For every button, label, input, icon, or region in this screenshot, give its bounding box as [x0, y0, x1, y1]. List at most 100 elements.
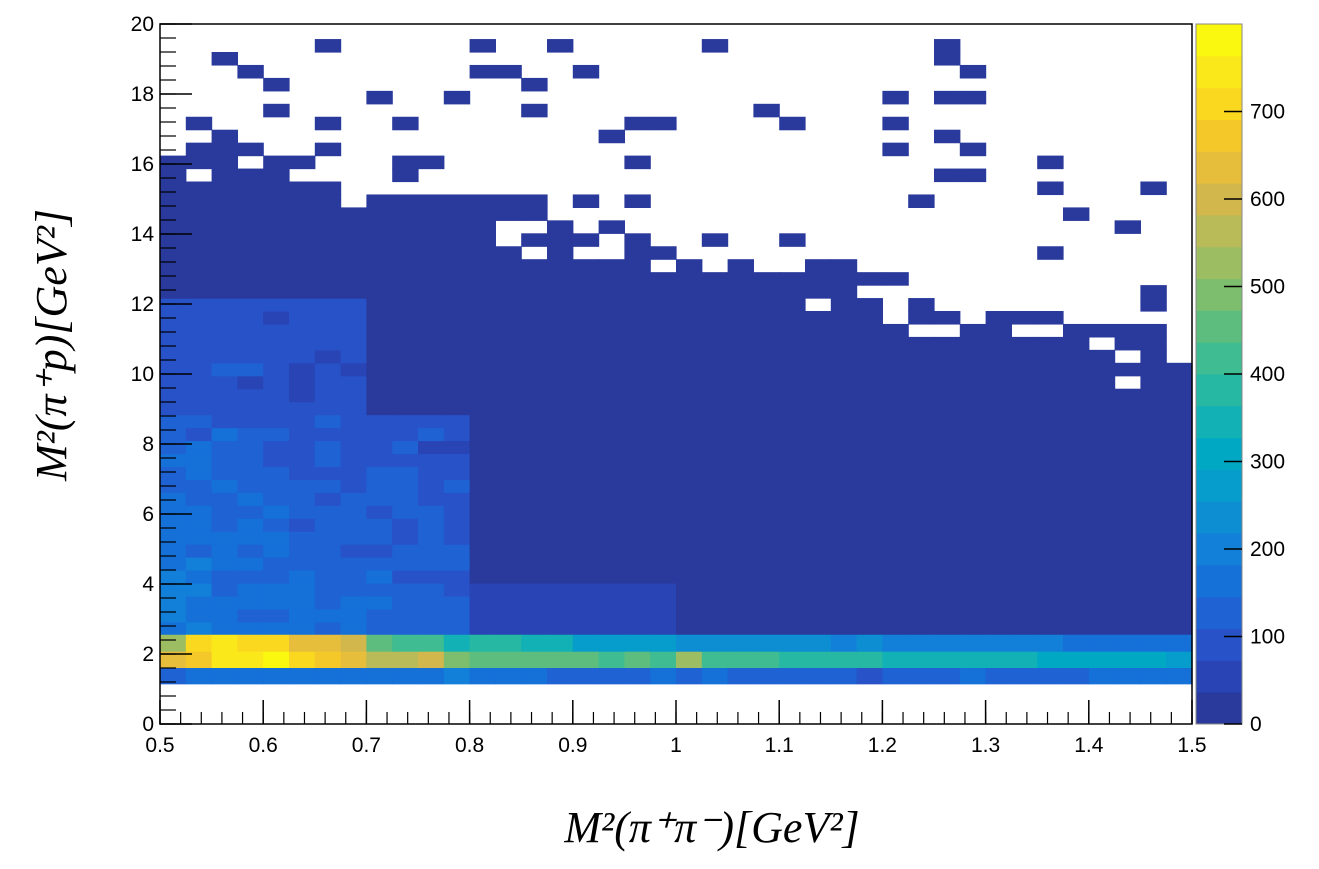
heatmap-cell — [237, 142, 264, 157]
heatmap-cell — [1063, 453, 1090, 467]
heatmap-cell — [908, 557, 935, 571]
heatmap-cell — [521, 492, 548, 506]
heatmap-cell — [366, 531, 393, 545]
heatmap-cell — [701, 272, 729, 286]
heatmap-cell — [289, 531, 316, 545]
heatmap-cell — [418, 220, 445, 234]
heatmap-cell — [753, 595, 780, 610]
heatmap-cell — [418, 336, 445, 351]
heatmap-cell — [469, 272, 496, 286]
heatmap-cell — [830, 570, 858, 584]
heatmap-cell — [366, 388, 393, 403]
heatmap-cell — [366, 466, 393, 480]
heatmap-cell — [1063, 401, 1090, 416]
heatmap-cell — [392, 285, 419, 299]
heatmap-cell — [263, 414, 290, 429]
heatmap-cell — [1011, 336, 1038, 351]
heatmap-cell — [1114, 621, 1141, 636]
heatmap-band-cell — [934, 651, 961, 669]
heatmap-cell — [366, 544, 393, 558]
heatmap-cell — [650, 518, 677, 532]
heatmap-cell — [289, 375, 316, 390]
heatmap-cell — [418, 453, 445, 467]
heatmap-cell — [1140, 557, 1167, 571]
heatmap-cell — [237, 608, 264, 623]
heatmap-cell — [237, 64, 264, 79]
heatmap-band-cell — [1063, 634, 1090, 652]
heatmap-cell — [856, 375, 883, 390]
heatmap-cell — [547, 388, 574, 403]
heatmap-cell — [443, 414, 471, 429]
heatmap-cell — [521, 77, 548, 92]
heatmap-cell — [882, 401, 909, 416]
heatmap-cell — [727, 311, 754, 325]
heatmap-cell — [624, 401, 651, 416]
heatmap-cell — [521, 608, 548, 623]
heatmap-cell — [727, 492, 754, 506]
heatmap-cell — [263, 194, 290, 208]
heatmap-cell — [959, 168, 987, 183]
heatmap-cell — [340, 544, 367, 558]
heatmap-cell — [1166, 531, 1193, 545]
heatmap-cell — [856, 362, 883, 377]
heatmap-band-cell — [1166, 651, 1193, 669]
heatmap-cell — [1166, 401, 1193, 416]
heatmap-cell — [908, 388, 935, 403]
heatmap-cell — [211, 259, 238, 273]
heatmap-cell — [830, 621, 858, 636]
heatmap-band-cell — [676, 667, 703, 685]
heatmap-cell — [392, 595, 419, 610]
heatmap-cell — [392, 362, 419, 377]
heatmap-cell — [211, 388, 238, 403]
colorbar-swatch — [1196, 55, 1242, 89]
heatmap-cell — [908, 479, 935, 493]
heatmap-cell — [211, 233, 238, 247]
heatmap-cell — [263, 233, 290, 247]
y-tick-label: 2 — [142, 643, 154, 666]
heatmap-cell — [263, 544, 290, 558]
heatmap-cell — [598, 505, 625, 519]
colorbar-tick-label: 300 — [1250, 451, 1285, 474]
heatmap-cell — [727, 414, 754, 429]
heatmap-cell — [392, 116, 419, 131]
heatmap-cell — [160, 557, 187, 571]
heatmap-cell — [495, 505, 522, 519]
heatmap-cell — [237, 427, 264, 442]
heatmap-cell — [572, 427, 600, 442]
heatmap-cell — [289, 466, 316, 480]
heatmap-cell — [469, 440, 496, 455]
heatmap-band-cell — [830, 667, 858, 685]
heatmap-band-cell — [572, 667, 600, 685]
heatmap-cell — [959, 349, 987, 364]
heatmap-cell — [779, 388, 806, 403]
heatmap-cell — [160, 388, 187, 403]
heatmap-cell — [547, 220, 574, 234]
heatmap-cell — [598, 595, 625, 610]
heatmap-cell — [805, 531, 832, 545]
heatmap-cell — [443, 323, 471, 338]
heatmap-band-cell — [830, 651, 858, 669]
heatmap-cell — [1037, 375, 1064, 390]
heatmap-cell — [985, 608, 1012, 623]
y-tick-label: 18 — [131, 83, 154, 106]
heatmap-cell — [314, 544, 342, 558]
heatmap-cell — [1037, 388, 1064, 403]
heatmap-cell — [650, 311, 677, 325]
heatmap-cell — [160, 621, 187, 636]
heatmap-cell — [314, 505, 342, 519]
heatmap-band-cell — [959, 651, 987, 669]
heatmap-cell — [882, 570, 909, 584]
heatmap-cell — [314, 259, 342, 273]
heatmap-cell — [727, 557, 754, 571]
heatmap-cell — [1063, 621, 1090, 636]
heatmap-band-cell — [469, 634, 496, 652]
heatmap-cell — [418, 492, 445, 506]
heatmap-cell — [701, 544, 729, 558]
heatmap-cell — [882, 518, 909, 532]
heatmap-cell — [1011, 440, 1038, 455]
heatmap-cell — [392, 544, 419, 558]
heatmap-cell — [572, 466, 600, 480]
heatmap-cell — [753, 492, 780, 506]
heatmap-band-cell — [1063, 667, 1090, 685]
heatmap-band-cell — [779, 667, 806, 685]
